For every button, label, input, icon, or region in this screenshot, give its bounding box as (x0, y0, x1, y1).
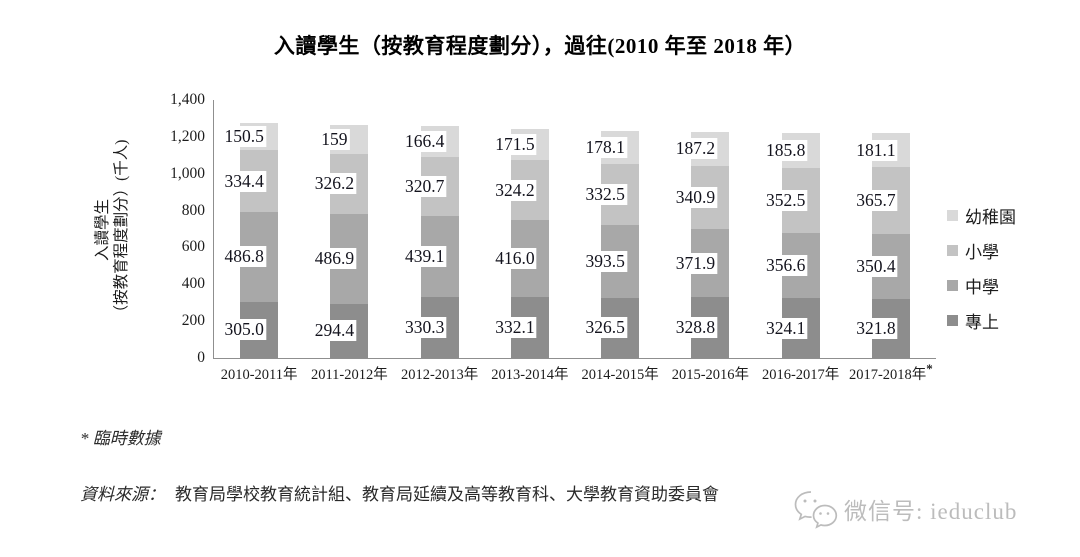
x-axis-label: 2010-2011年 (220, 367, 298, 383)
value-label: 187.2 (673, 138, 718, 160)
y-axis-tick-label: 400 (181, 275, 205, 293)
legend-swatch-icon (947, 280, 958, 291)
legend-item: 專上 (947, 303, 1016, 338)
value-label: 393.5 (583, 251, 627, 273)
legend: 幼稚園 小學 中學 專上 (947, 198, 1016, 338)
watermark-label: 微信号: ieduclub (844, 499, 1018, 524)
watermark: 微信号: ieduclub (792, 487, 1017, 531)
x-axis-label: 2014-2015年 (581, 367, 659, 383)
y-axis-tick-label: 600 (181, 238, 205, 256)
legend-label: 小學 (965, 243, 999, 262)
value-label: 365.7 (854, 189, 898, 211)
legend-item: 幼稚園 (947, 198, 1016, 233)
y-axis-tick-label: 1,000 (170, 164, 205, 182)
value-label: 305.0 (222, 319, 266, 341)
y-axis-tick-label: 800 (181, 201, 205, 219)
value-label: 324.1 (763, 317, 808, 339)
value-label: 332.5 (583, 184, 627, 206)
x-axis-label: 2017-2018年* (848, 361, 933, 383)
value-label: 326.5 (583, 317, 627, 339)
value-label: 334.4 (222, 170, 266, 192)
source-line: 資料來源： 教育局學校教育統計組、教育局延續及高等教育科、大學教育資助委員會 (80, 480, 719, 505)
y-axis-tick-label: 0 (197, 349, 205, 366)
legend-label: 專上 (965, 313, 999, 332)
provisional-marker: * (926, 361, 933, 377)
value-label: 330.3 (402, 317, 447, 339)
value-label: 356.6 (763, 254, 808, 276)
source-text: 教育局學校教育統計組、教育局延續及高等教育科、大學教育資助委員會 (175, 485, 719, 504)
value-label: 439.1 (402, 246, 447, 268)
value-label: 181.1 (854, 139, 898, 161)
wechat-icon (794, 491, 838, 529)
value-label: 486.8 (222, 246, 266, 268)
footnote-provisional: * 臨時數據 (80, 429, 161, 448)
value-label: 352.5 (763, 189, 808, 211)
value-label: 416.0 (493, 247, 537, 269)
y-axis-title-line1: 入讀學生 (94, 199, 111, 262)
y-axis-title: 入讀學生 （按教育程度劃分）(千人) (93, 65, 131, 395)
legend-swatch-icon (947, 315, 958, 326)
plot-area: 0 200 400 600 800 1,000 1,200 1,400 305.0 486.8 33… (170, 92, 936, 383)
value-label: 150.5 (222, 126, 266, 148)
value-label: 320.7 (402, 176, 447, 198)
value-label: 185.8 (763, 139, 808, 161)
value-label: 328.8 (673, 317, 718, 339)
value-label: 486.9 (312, 248, 357, 270)
value-label: 159 (319, 128, 350, 150)
value-label: 178.1 (583, 137, 627, 159)
value-label: 171.5 (493, 134, 537, 156)
y-axis-tick-label: 1,200 (170, 127, 205, 145)
y-axis-title-line2: （按教育程度劃分）(千人) (113, 139, 130, 321)
x-axis-label: 2013-2014年 (491, 367, 569, 383)
legend-swatch-icon (947, 210, 958, 221)
value-label: 166.4 (402, 131, 447, 153)
y-axis-tick-label: 1,400 (170, 91, 205, 108)
legend-label: 中學 (965, 278, 999, 297)
value-label: 324.2 (493, 179, 537, 201)
legend-item: 中學 (947, 268, 1016, 303)
legend-swatch-icon (947, 245, 958, 256)
value-label: 340.9 (673, 186, 718, 208)
value-label: 294.4 (312, 320, 357, 342)
legend-label: 幼稚園 (965, 208, 1016, 227)
legend-item: 小學 (947, 233, 1016, 268)
value-label: 350.4 (854, 255, 898, 277)
x-axis-label: 2015-2016年 (671, 367, 750, 383)
x-axis-label: 2016-2017年 (761, 367, 840, 383)
value-label: 332.1 (493, 316, 537, 338)
source-label: 資料來源： (80, 485, 165, 504)
y-axis-tick-label: 200 (181, 312, 205, 330)
value-label: 321.8 (854, 317, 898, 339)
x-axis-label: 2012-2013年 (400, 367, 479, 383)
chart-title: 入讀學生（按教育程度劃分），過往(2010 年至 2018 年） (273, 34, 807, 58)
value-label: 371.9 (673, 252, 718, 274)
value-label: 326.2 (312, 173, 357, 195)
x-axis-label: 2011-2012年 (310, 367, 388, 383)
